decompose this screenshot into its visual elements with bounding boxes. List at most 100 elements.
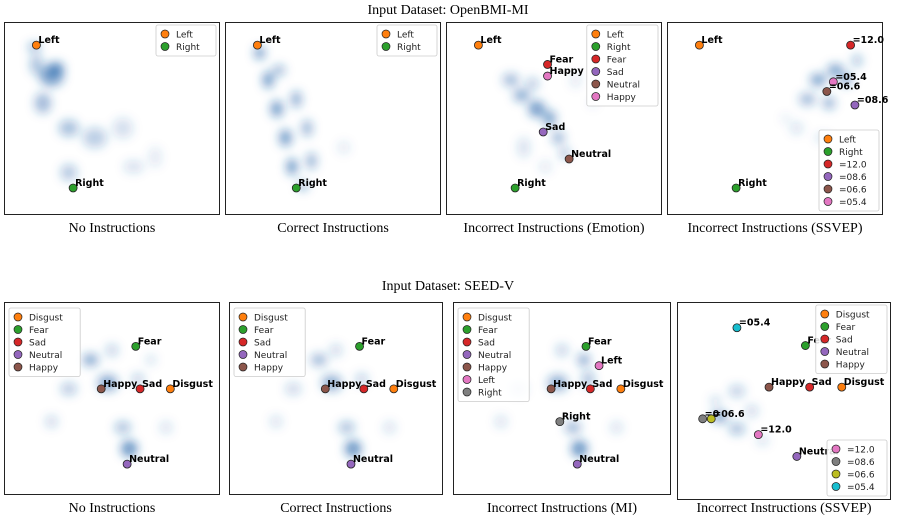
legend-marker	[831, 482, 841, 491]
point-marker	[131, 341, 141, 351]
density-blob	[745, 404, 758, 417]
density-blob	[710, 396, 721, 406]
legend-marker	[13, 350, 23, 359]
legend-marker	[823, 184, 833, 194]
point-marker	[68, 183, 78, 193]
legend-marker	[591, 67, 601, 76]
density-blob	[564, 421, 581, 434]
axes-frame	[453, 302, 671, 495]
legend-marker	[462, 375, 472, 384]
density-layer	[28, 43, 162, 181]
axes-frame	[4, 302, 220, 495]
point-marker	[32, 40, 41, 50]
density-blob	[30, 54, 43, 75]
panel-caption: Correct Instructions	[280, 501, 392, 516]
panel-caption: Incorrect Instructions (SSVEP)	[688, 221, 863, 236]
axes-frame	[229, 302, 443, 495]
panel-caption: Correct Instructions	[277, 221, 389, 236]
density-blob	[58, 120, 79, 137]
density-layer	[781, 54, 863, 142]
point-label: Right	[562, 412, 591, 423]
density-blob	[570, 71, 581, 88]
point-label: Left	[701, 35, 723, 46]
legend-marker	[238, 312, 248, 322]
legend-label: Fear	[478, 326, 498, 336]
density-blob	[114, 421, 131, 434]
legend-box	[818, 129, 880, 212]
point-label: Disgust	[844, 377, 885, 388]
legend-marker	[238, 325, 248, 334]
density-blob	[330, 344, 342, 357]
density-blob	[552, 131, 565, 144]
legend-label: Left	[839, 136, 856, 146]
density-blob	[145, 354, 156, 365]
axes-frame	[446, 22, 662, 215]
point-marker	[346, 459, 356, 469]
density-blob	[823, 97, 835, 110]
legend-box	[826, 439, 888, 497]
point-marker	[753, 430, 763, 440]
density-blob	[131, 373, 144, 386]
legend-box	[376, 24, 438, 57]
legend-label: Disgust	[836, 311, 870, 321]
point-label: Fear	[550, 54, 574, 65]
legend-label: Neutral	[478, 351, 511, 361]
point-label: =08.6	[857, 95, 889, 106]
legend-label: Fear	[29, 326, 49, 336]
point-marker	[555, 417, 565, 427]
panel-0-1: Left Right Left Right Correct Instructions	[225, 22, 441, 236]
density-blob	[270, 415, 283, 428]
legend-label: Neutral	[607, 81, 640, 91]
density-blob	[285, 382, 302, 395]
panel-1-3: =05.4FearHappySadDisgust=0=06.6=12.0Neut…	[677, 302, 891, 516]
point-label: =05.4	[739, 318, 771, 329]
legend-label: Happy	[478, 364, 508, 374]
legend-marker	[381, 29, 391, 39]
point-label: Left	[601, 356, 623, 367]
point-label: Happy	[553, 379, 588, 390]
density-blob	[383, 421, 396, 434]
point-label: Fear	[588, 336, 612, 347]
point-label: =06.6	[713, 409, 745, 420]
panel-caption: Incorrect Instructions (MI)	[487, 501, 637, 516]
axes-frame	[225, 22, 441, 215]
density-layer	[270, 344, 396, 457]
panel-0-3: Left =12.0=05.4=06.6=08.6RightLeftRight=1…	[667, 22, 889, 236]
panel-caption: No Instructions	[69, 221, 156, 236]
legend-label: =05.4	[847, 483, 875, 493]
legend-label: Disgust	[478, 314, 512, 324]
point-marker	[252, 40, 262, 50]
density-blob	[799, 93, 816, 106]
point-marker	[581, 341, 591, 351]
point-marker	[732, 323, 742, 333]
legend-label: Disgust	[29, 314, 63, 324]
legend: Disgust Fear Sad Neutral Happy Left Right	[457, 307, 530, 402]
point-label: Neutral	[353, 454, 393, 465]
point-marker	[837, 382, 847, 392]
point-label: Neutral	[799, 446, 839, 457]
legend-marker	[160, 42, 170, 51]
point-label: Right	[738, 178, 767, 189]
legend-marker	[591, 42, 601, 51]
density-blob	[254, 46, 265, 59]
point-label: Left	[259, 35, 281, 46]
legend-label: Right	[839, 148, 863, 158]
density-blob	[310, 353, 327, 366]
legend-label: Right	[176, 43, 200, 53]
point-label: Disgust	[623, 379, 664, 390]
density-blob	[494, 415, 507, 428]
point-label: Right	[75, 178, 104, 189]
legend-label: Happy	[607, 93, 637, 103]
legend-marker	[13, 337, 23, 347]
legend-box	[155, 24, 217, 57]
legend-label: =12.0	[847, 446, 875, 456]
legend-marker	[591, 92, 601, 101]
density-blob	[286, 158, 297, 175]
density-blob	[610, 421, 623, 434]
density-blob	[302, 120, 313, 137]
legend-label: Left	[478, 376, 495, 386]
density-blob	[121, 440, 138, 457]
legend-label: Sad	[254, 339, 271, 349]
legend-marker	[820, 334, 830, 344]
